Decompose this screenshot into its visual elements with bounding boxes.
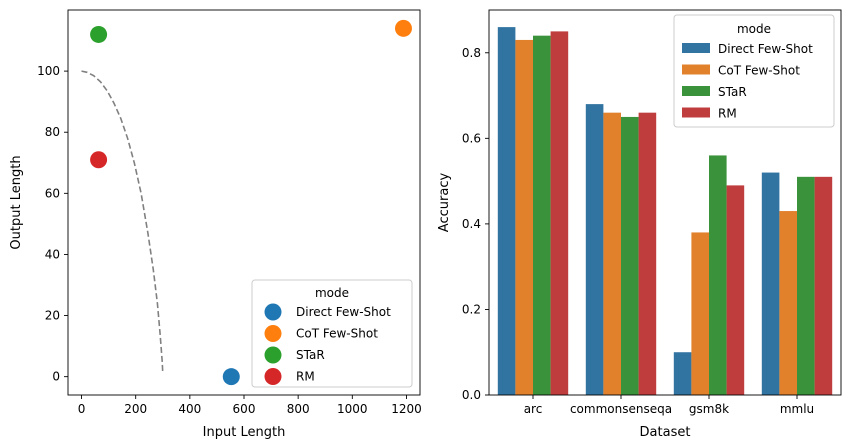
legend-label: RM: [718, 107, 737, 121]
x-tick-label: 600: [233, 402, 256, 416]
y-tick-label: 20: [45, 309, 60, 323]
scatter-axes-frame: [67, 9, 421, 396]
y-tick-label: 60: [45, 186, 60, 200]
y-tick-label: 0.6: [462, 131, 481, 145]
scatter-x-axis-label: Input Length: [203, 425, 286, 440]
x-tick-label: mmlu: [780, 402, 814, 416]
bars: [497, 27, 833, 396]
scatter-ticks: 0 200 400 600 800 1000 1200 0 20 40 60 80 100: [37, 64, 422, 416]
y-tick-label: 0.0: [462, 388, 481, 402]
y-tick-label: 0.2: [462, 302, 481, 316]
scatter-legend: mode Direct Few-Shot CoT Few-Shot STaR RM: [251, 279, 413, 388]
scatter-point: [222, 368, 240, 386]
bar: [585, 104, 604, 396]
bar: [761, 172, 780, 395]
legend-title: mode: [315, 286, 349, 300]
x-tick-label: 400: [178, 402, 201, 416]
x-tick-label: 200: [124, 402, 147, 416]
legend-label: STaR: [296, 348, 325, 362]
bar: [673, 352, 692, 395]
scatter-point: [90, 25, 108, 43]
x-tick-label: 800: [287, 402, 310, 416]
y-tick-label: 0.4: [462, 217, 481, 231]
legend-label: CoT Few-Shot: [718, 64, 800, 78]
bar: [497, 27, 516, 396]
scatter-point: [90, 151, 108, 169]
bar: [779, 211, 797, 395]
bar-axes-frame: [488, 9, 842, 396]
legend-marker: [264, 368, 282, 385]
bar: [709, 155, 727, 395]
bar: [515, 39, 533, 395]
bar: [603, 112, 621, 396]
bar: [550, 31, 569, 395]
legend-label: RM: [296, 370, 315, 384]
legend-label: Direct Few-Shot: [718, 42, 813, 56]
legend-swatch: [682, 107, 710, 118]
x-tick-label: arc: [524, 402, 543, 416]
x-tick-label: gsm8k: [689, 402, 729, 416]
bar-legend: mode Direct Few-Shot CoT Few-Shot STaR RM: [673, 14, 835, 128]
bar: [621, 116, 639, 395]
bar: [533, 35, 551, 396]
bar: [797, 176, 815, 395]
legend-box: [251, 279, 413, 388]
bar-x-axis-label: Dataset: [640, 425, 691, 440]
bar: [638, 112, 657, 396]
legend-title: mode: [737, 22, 771, 36]
bar-y-axis-label: Accuracy: [437, 173, 452, 233]
y-tick-label: 100: [37, 64, 60, 78]
bar: [726, 185, 745, 395]
legend-label: STaR: [718, 85, 747, 99]
legend-label: Direct Few-Shot: [296, 305, 391, 319]
bar: [691, 232, 709, 395]
legend-label: CoT Few-Shot: [296, 327, 378, 341]
legend-marker: [264, 325, 282, 342]
legend-marker: [264, 346, 282, 364]
bar-ticks: 0.0 0.2 0.4 0.6 0.8 arc commonsenseqa gsm8k mmlu: [462, 46, 814, 416]
scatter-y-axis-label: Output Length: [9, 155, 24, 249]
scatter-point: [394, 19, 412, 37]
x-tick-label: 0: [78, 402, 86, 416]
legend-swatch: [682, 43, 710, 53]
scatter-points: [90, 19, 412, 386]
legend-swatch: [682, 64, 710, 75]
bar-panel: 0.0 0.2 0.4 0.6 0.8 arc commonsenseqa gsm8k mmlu…: [437, 9, 842, 440]
legend-box: [673, 14, 835, 128]
y-tick-label: 40: [45, 247, 60, 261]
x-tick-label: 1000: [337, 402, 368, 416]
y-tick-label: 0: [52, 370, 60, 384]
scatter-panel: 0 200 400 600 800 1000 1200 0 20 40 60 80 100 Input …: [9, 9, 422, 440]
x-tick-label: commonsenseqa: [570, 402, 672, 416]
x-tick-label: 1200: [391, 402, 422, 416]
y-tick-label: 0.8: [462, 46, 481, 60]
bar: [814, 176, 833, 395]
legend-swatch: [682, 86, 710, 96]
y-tick-label: 80: [45, 125, 60, 139]
legend-marker: [264, 303, 282, 321]
